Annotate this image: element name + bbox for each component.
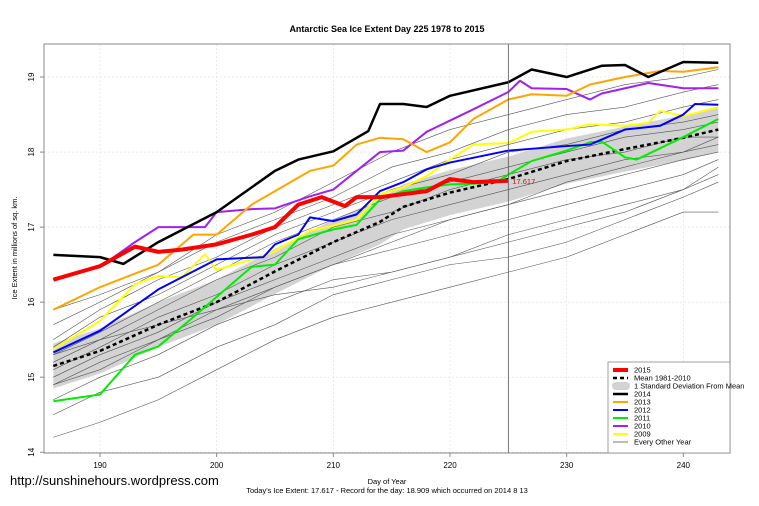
x-tick-label: 210 (327, 461, 341, 470)
x-tick-label: 230 (560, 461, 574, 470)
series-line-2012 (52, 103, 719, 354)
x-tick-label: 240 (677, 461, 691, 470)
plot-frame (43, 43, 731, 454)
legend-label: 2009 (634, 430, 651, 439)
legend-label: 2010 (634, 422, 651, 431)
series-lines (52, 60, 719, 438)
y-tick-label: 18 (27, 147, 36, 156)
legend-label: 2014 (634, 390, 651, 399)
legend-label: Every Other Year (634, 438, 692, 447)
y-tick-label: 17 (27, 222, 36, 231)
legend-box (607, 361, 731, 454)
sd-band-area (53, 107, 719, 389)
y-tick-label: 19 (27, 72, 36, 81)
series-line-every-other-year (53, 211, 719, 438)
legend-label: 2015 (634, 366, 651, 375)
x-axis-label: Day of Year (368, 477, 407, 486)
series-line-2010 (53, 79, 719, 281)
series-line-2009 (52, 106, 719, 351)
series-line-every-other-year (53, 174, 719, 385)
series-line-2015 (52, 177, 509, 282)
legend-label: 2011 (634, 414, 650, 423)
x-tick-label: 220 (443, 461, 457, 470)
legend-swatch (612, 382, 630, 390)
series-line-2013 (52, 66, 719, 311)
series-line-every-other-year (53, 136, 719, 363)
y-tick-label: 15 (27, 372, 36, 381)
y-axis-label: Ice Extent in millions of sq. km. (10, 197, 19, 300)
series-line-every-other-year (53, 181, 719, 415)
watermark-url: http://sunshinehours.wordpress.com (10, 473, 219, 488)
x-tick-label: 190 (93, 461, 107, 470)
current-value-label: 17.617 (512, 177, 535, 186)
y-tick-label: 16 (27, 297, 36, 306)
chart-subtitle: Today's Ice Extent: 17.617 - Record for … (246, 486, 528, 495)
legend-label: 1 Standard Deviation From Mean (634, 382, 744, 391)
sd-band (53, 107, 719, 389)
series-line-every-other-year (53, 144, 719, 370)
legend-label: 2013 (634, 398, 651, 407)
series-line-2014 (53, 60, 719, 266)
y-tick-label: 14 (27, 447, 36, 456)
legend-label: 2012 (634, 406, 651, 415)
x-tick-label: 200 (210, 461, 224, 470)
chart-title: Antarctic Sea Ice Extent Day 225 1978 to… (289, 24, 484, 34)
axes: 190 200 210 220 230 240 14 15 16 17 18 19 (27, 72, 691, 470)
legend-label: Mean 1981-2010 (634, 374, 691, 383)
series-line-2011 (53, 118, 719, 403)
series-line-every-other-year (53, 151, 719, 378)
series-line-every-other-year (53, 99, 719, 340)
